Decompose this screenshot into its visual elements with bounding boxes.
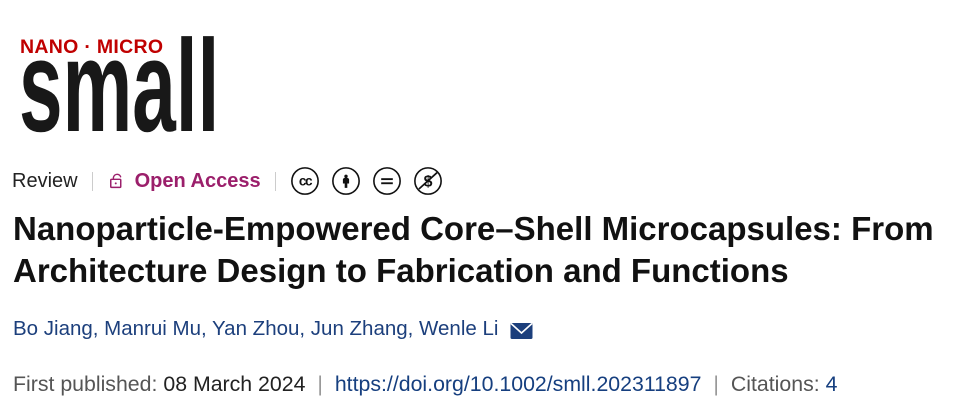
svg-text:cc: cc [298,174,312,189]
